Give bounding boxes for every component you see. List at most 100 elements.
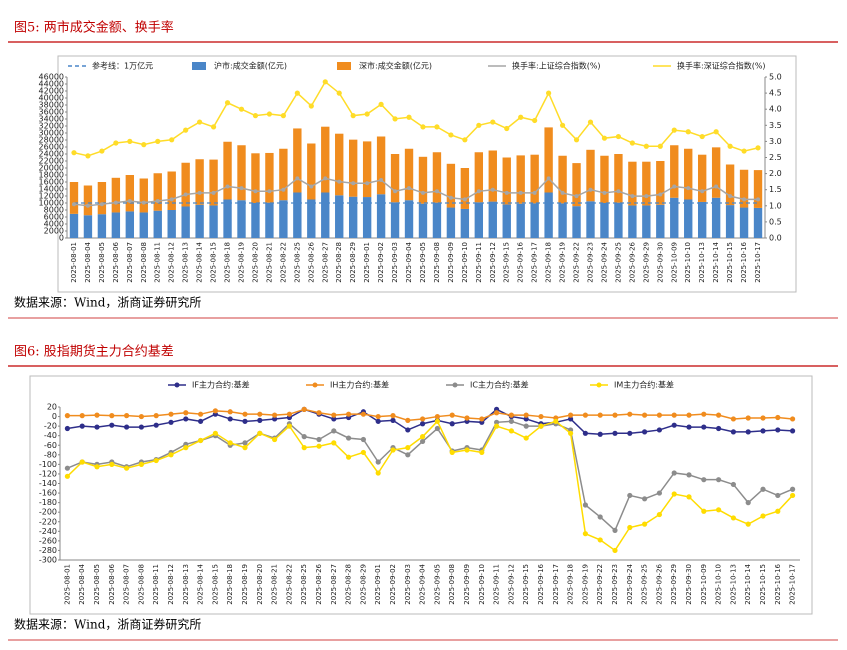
point (538, 413, 544, 420)
legend-label: 深市:成交金额(亿元) (359, 61, 432, 71)
series-line (67, 408, 793, 422)
point (420, 190, 425, 195)
point (346, 454, 352, 460)
series-line (73, 80, 759, 157)
point (79, 423, 85, 429)
y-tick-label: -60 (44, 441, 57, 450)
x-tick-label: 2025-09-12 (489, 242, 497, 283)
point (64, 473, 70, 479)
point (612, 412, 618, 418)
bar (446, 163, 456, 208)
point (379, 178, 384, 183)
x-tick-label: 2025-08-19 (238, 242, 246, 283)
bar (153, 210, 162, 238)
bar (446, 207, 456, 238)
bar (111, 177, 121, 213)
x-tick-label: 2025-08-21 (271, 564, 279, 605)
point (642, 496, 648, 502)
x-tick-label: 2025-09-19 (581, 564, 589, 605)
bar (488, 150, 497, 202)
x-tick-label: 2025-08-14 (196, 241, 204, 282)
bar (516, 203, 525, 238)
point (405, 427, 411, 433)
point (331, 428, 337, 434)
point (523, 423, 529, 429)
y-tick-label: 14000 (39, 185, 64, 194)
point (760, 415, 766, 421)
x-tick-label: 2025-08-08 (137, 564, 145, 605)
point (183, 410, 189, 416)
y-tick-label: 22000 (39, 157, 64, 166)
y2-tick-label: 4.0 (769, 105, 782, 114)
x-tick-label: 2025-10-09 (670, 242, 678, 283)
point (714, 184, 719, 189)
bar (530, 203, 539, 238)
point (323, 176, 328, 181)
x-tick-label: 2025-09-30 (685, 564, 693, 605)
x-tick-label: 2025-09-15 (503, 242, 511, 283)
point (295, 176, 300, 181)
bar (251, 153, 260, 203)
point (420, 438, 426, 445)
point (64, 465, 70, 471)
point (252, 113, 259, 119)
point (508, 412, 514, 418)
point (464, 415, 470, 421)
x-tick-label: 2025-09-03 (391, 242, 399, 283)
x-tick-label: 2025-08-28 (335, 242, 343, 283)
x-tick-label: 2025-09-26 (628, 241, 636, 282)
point (420, 124, 426, 130)
legend-marker (312, 382, 318, 388)
legend-marker (596, 382, 602, 388)
bar (670, 145, 679, 198)
point (686, 424, 692, 430)
x-tick-label: 2025-08-11 (152, 564, 160, 605)
point (212, 408, 218, 414)
bar (265, 152, 274, 203)
point (239, 186, 244, 191)
bar (237, 145, 246, 201)
point (448, 132, 454, 138)
point (656, 412, 663, 418)
point (198, 437, 204, 444)
x-tick-label: 2025-10-14 (712, 241, 720, 282)
x-tick-label: 2025-09-04 (405, 241, 413, 282)
bar (488, 201, 497, 238)
point (775, 492, 781, 499)
point (127, 138, 133, 144)
x-tick-label: 2025-08-27 (330, 564, 338, 605)
y-tick-label: 32000 (39, 122, 64, 131)
point (790, 486, 796, 492)
bar (418, 156, 428, 204)
legend-marker (174, 382, 180, 388)
point (582, 430, 589, 436)
point (790, 416, 796, 422)
point (378, 101, 384, 107)
x-tick-label: 2025-09-24 (626, 563, 634, 604)
point (94, 424, 100, 430)
bar (265, 202, 274, 238)
point (546, 176, 551, 181)
point (553, 418, 559, 424)
x-tick-label: 2025-08-22 (285, 564, 293, 605)
point (309, 184, 314, 189)
point (728, 194, 733, 199)
x-tick-label: 2025-09-08 (448, 564, 456, 605)
point (64, 425, 70, 432)
point (745, 415, 751, 421)
point (406, 114, 412, 120)
y-tick-label: 28000 (39, 136, 64, 145)
point (337, 179, 342, 184)
point (153, 422, 159, 428)
point (518, 190, 523, 195)
point (390, 417, 396, 423)
point (568, 412, 574, 418)
x-tick-label: 2025-08-14 (197, 563, 205, 604)
point (494, 419, 500, 425)
x-tick-label: 2025-09-11 (493, 564, 501, 605)
point (775, 414, 781, 421)
point (375, 470, 381, 476)
point (742, 197, 747, 202)
point (316, 443, 322, 449)
bar (656, 204, 665, 238)
